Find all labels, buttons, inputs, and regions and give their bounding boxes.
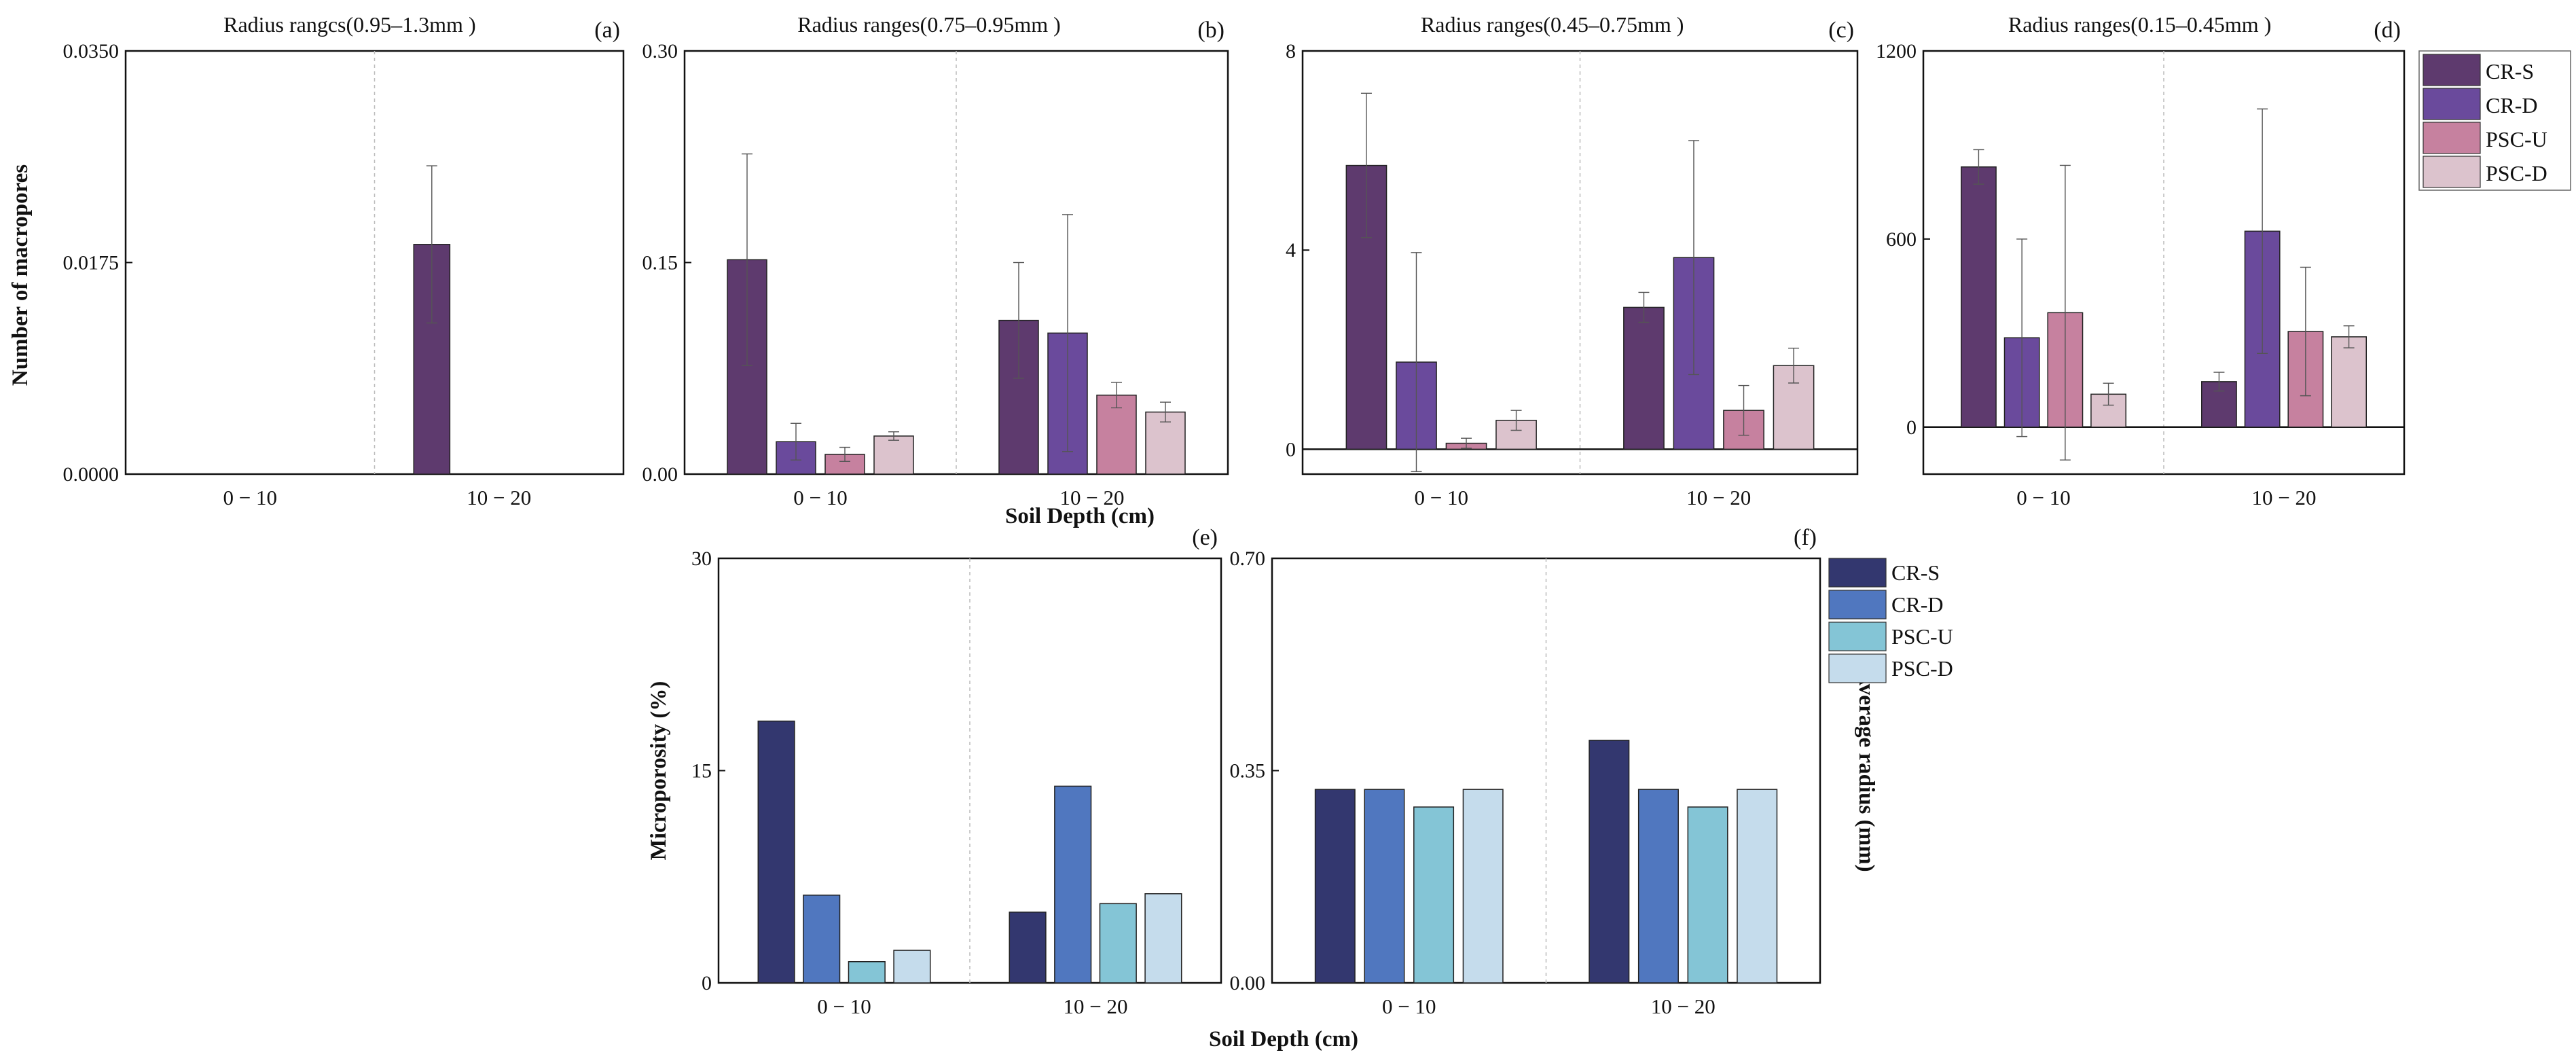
panel-letter: (d) bbox=[2374, 18, 2401, 43]
panel-letter: (f) bbox=[1794, 525, 1817, 550]
legend-label: PSC-D bbox=[2486, 161, 2547, 185]
bar-cr-d bbox=[1054, 785, 1092, 984]
bar-psc-d bbox=[1462, 789, 1504, 984]
legend-bottom: CR-S CR-D PSC-U PSC-D bbox=[1828, 558, 1953, 683]
category-label: 0 − 10 bbox=[817, 994, 871, 1018]
panel-letter: (b) bbox=[1197, 18, 1224, 43]
bar-cr-s bbox=[1589, 740, 1630, 984]
legend-top: CR-S CR-D PSC-U PSC-D bbox=[2423, 54, 2547, 188]
bar-psc-d bbox=[873, 435, 914, 475]
legend-swatch-psc-u bbox=[1828, 622, 1887, 651]
y-tick-label: 0 bbox=[1906, 416, 1917, 439]
legend-label: PSC-U bbox=[1891, 624, 1953, 649]
bar-cr-s bbox=[1961, 166, 1997, 428]
bar-psc-d bbox=[1144, 893, 1182, 984]
chart-panel-5: 0.00 0.35 0.70 (f) Average radius (mm) 0 − 10… bbox=[1230, 525, 1879, 1018]
category-label: 0 − 10 bbox=[793, 486, 847, 509]
chart-panel-4: 0 15 30 (e) Microporosity (%) 0 − 10 10 − 20 bbox=[647, 525, 1222, 1018]
y-axis-label: Microporosity (%) bbox=[647, 681, 671, 861]
bar-psc-u bbox=[1413, 806, 1455, 984]
y-tick-label: 4 bbox=[1286, 239, 1296, 262]
bar-cr-s bbox=[1623, 306, 1665, 450]
chart-panel-0: 0.0000 0.0175 0.0350 Radius rangcs(0.95–1.3… bbox=[63, 12, 625, 509]
bar-cr-d bbox=[1637, 789, 1679, 984]
bar-psc-u bbox=[1687, 806, 1728, 984]
y-tick-label: 0.0175 bbox=[63, 252, 120, 274]
bar-psc-d bbox=[1773, 365, 1815, 450]
top-y-axis-label: Number of macropores bbox=[8, 164, 33, 386]
y-tick-label: 0.00 bbox=[1230, 972, 1266, 994]
legend-label: CR-S bbox=[2486, 59, 2534, 84]
category-label: 0 − 10 bbox=[2016, 486, 2070, 509]
category-label: 10 − 20 bbox=[1686, 486, 1751, 509]
chart-panel-3: 0 600 1200 Radius ranges(0.15–0.45mm ) (d) 0 … bbox=[1876, 12, 2406, 509]
bar-cr-d bbox=[803, 895, 841, 984]
y-tick-label: 0.70 bbox=[1230, 547, 1266, 570]
category-label: 10 − 20 bbox=[1060, 486, 1125, 509]
category-label: 0 − 10 bbox=[223, 486, 277, 509]
bar-psc-d bbox=[893, 950, 931, 984]
bottom-x-axis-label: Soil Depth (cm) bbox=[1209, 1027, 1358, 1051]
panel-title: Radius rangcs(0.95–1.3mm ) bbox=[223, 12, 476, 37]
chart-panel-2: 0 4 8 Radius ranges(0.45–0.75mm ) (c) 0 − 10 1… bbox=[1286, 12, 1859, 509]
y-axis-label: Average radius (mm) bbox=[1854, 669, 1879, 871]
panel-title: Radius ranges(0.75–0.95mm ) bbox=[797, 12, 1061, 37]
bar-cr-s bbox=[757, 720, 795, 984]
category-label: 10 − 20 bbox=[1064, 994, 1128, 1018]
top-x-axis-label: Soil Depth (cm) bbox=[1005, 504, 1155, 528]
category-label: 0 − 10 bbox=[1382, 994, 1436, 1018]
legend-label: CR-S bbox=[1891, 560, 1940, 585]
y-tick-label: 1200 bbox=[1876, 40, 1917, 62]
bar-psc-u bbox=[1099, 903, 1137, 984]
bar-psc-d bbox=[1737, 789, 1778, 984]
bar-cr-d bbox=[1364, 789, 1405, 984]
y-tick-label: 0.35 bbox=[1230, 760, 1266, 783]
y-tick-label: 0.0350 bbox=[63, 40, 120, 62]
legend-swatch-cr-s bbox=[1828, 558, 1887, 588]
y-tick-label: 0.30 bbox=[642, 40, 678, 62]
y-tick-label: 0.0000 bbox=[63, 463, 120, 486]
y-tick-label: 0.15 bbox=[642, 252, 678, 274]
y-tick-label: 0 bbox=[702, 972, 712, 994]
bar-psc-d bbox=[2331, 336, 2367, 428]
legend-label: CR-D bbox=[2486, 93, 2537, 118]
legend-swatch-psc-d bbox=[1828, 653, 1887, 683]
panel-letter: (a) bbox=[594, 18, 620, 43]
y-tick-label: 8 bbox=[1286, 40, 1296, 62]
legend-label: PSC-U bbox=[2486, 127, 2547, 151]
category-label: 10 − 20 bbox=[1651, 994, 1716, 1018]
panel-letter: (c) bbox=[1828, 18, 1854, 43]
panel-letter: (e) bbox=[1192, 525, 1218, 550]
legend-swatch-cr-d bbox=[1828, 590, 1887, 619]
legend-swatch-psc-d bbox=[2423, 156, 2481, 188]
legend-label: CR-D bbox=[1891, 592, 1943, 617]
category-label: 10 − 20 bbox=[467, 486, 531, 509]
y-tick-label: 0 bbox=[1286, 438, 1296, 461]
panel-title: Radius ranges(0.15–0.45mm ) bbox=[2008, 12, 2272, 37]
y-tick-label: 30 bbox=[691, 547, 712, 570]
bar-psc-u bbox=[848, 961, 886, 984]
category-label: 0 − 10 bbox=[1415, 486, 1468, 509]
y-tick-label: 0.00 bbox=[642, 463, 678, 486]
y-tick-label: 15 bbox=[691, 760, 712, 783]
legend-label: PSC-D bbox=[1891, 656, 1953, 681]
y-tick-label: 600 bbox=[1886, 228, 1917, 251]
bar-cr-s bbox=[1314, 789, 1356, 984]
chart-panel-1: 0.00 0.15 0.30 Radius ranges(0.75–0.95mm ) (… bbox=[642, 12, 1229, 509]
category-label: 10 − 20 bbox=[2252, 486, 2317, 509]
panel-title: Radius ranges(0.45–0.75mm ) bbox=[1421, 12, 1684, 37]
bar-cr-s bbox=[1009, 912, 1047, 984]
legend-swatch-psc-u bbox=[2423, 122, 2481, 154]
legend-swatch-cr-s bbox=[2423, 54, 2481, 86]
legend-swatch-cr-d bbox=[2423, 88, 2481, 120]
